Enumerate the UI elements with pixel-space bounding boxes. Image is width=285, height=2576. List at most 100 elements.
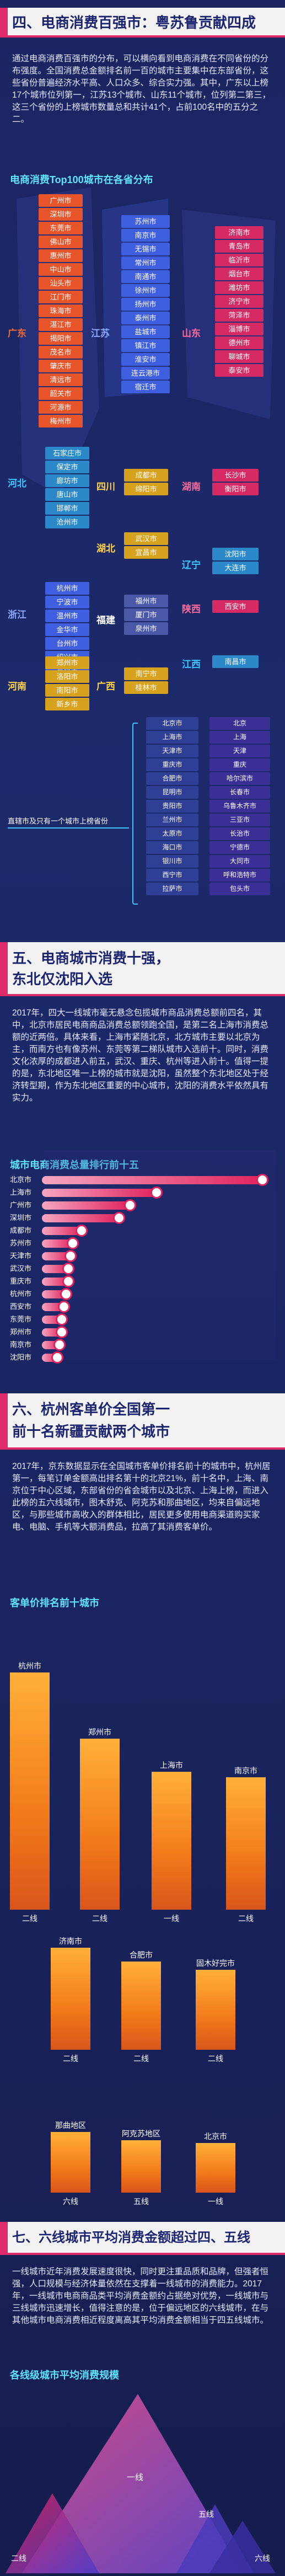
- section-5-header: 五、电商城市消费十强， 东北仅沈阳入选: [0, 942, 285, 996]
- bar-0: [42, 1176, 262, 1184]
- city-jiangsu-8: 盐城市: [121, 325, 170, 338]
- bar-dot-13: [53, 1339, 66, 1351]
- bar-7: [42, 1265, 68, 1273]
- city-zhejiang-3: 金华市: [45, 623, 89, 636]
- bar-row-10: 西安市: [10, 1301, 275, 1313]
- tier-shape-1: [22, 2394, 243, 2573]
- tier-shape-2: [6, 2493, 99, 2573]
- bar-dot-6: [64, 1250, 77, 1262]
- city-guangdong-14: 韶关市: [39, 387, 83, 400]
- column-label-8: 阿克苏地区: [122, 2129, 160, 2138]
- province-label-guangdong: 广东: [8, 328, 26, 339]
- bar-row-2: 广州市: [10, 1199, 275, 1211]
- column-label-6: 固木好完市: [196, 1959, 235, 1968]
- bar-dot-14: [51, 1351, 63, 1364]
- city-hubei-0: 武汉市: [124, 532, 168, 545]
- section-4-text: 通过电商消费百强市的分布，可以横向看到电商消费在不同省份的分布强度。全国消费总金…: [12, 54, 271, 124]
- single-city-0-2: 天津市: [146, 745, 198, 757]
- single-city-0-12: 拉萨市: [146, 883, 198, 895]
- city-hubei-1: 宜昌市: [124, 546, 168, 559]
- city-jiangsu-9: 镇江市: [121, 339, 170, 352]
- city-shandong-10: 泰安市: [215, 364, 264, 377]
- city-guangdong-16: 梅州市: [39, 415, 83, 427]
- section-5-title-line1: 五、电商城市消费十强，: [12, 950, 170, 966]
- city-henan-1: 洛阳市: [45, 670, 89, 683]
- city-hebei-3: 唐山市: [45, 488, 89, 501]
- city-jiangsu-4: 南通市: [121, 270, 170, 283]
- cities-guangxi: 南宁市 桂林市: [124, 667, 168, 695]
- tier-label-5: 五线: [198, 2510, 214, 2519]
- city-guangxi-1: 桂林市: [124, 681, 168, 694]
- bar-dot-10: [58, 1301, 70, 1313]
- single-city-1-11: 呼和浩特市: [209, 869, 270, 881]
- single-city-0-6: 贵阳市: [146, 800, 198, 813]
- column-tier-9: 一线: [208, 2197, 223, 2206]
- city-jiangsu-10: 淮安市: [121, 353, 170, 366]
- bar-label-10: 西安市: [10, 1302, 32, 1311]
- cities-jiangxi: 南昌市: [212, 655, 259, 669]
- bar-row-3: 深圳市: [10, 1212, 275, 1224]
- single-city-1-4: 哈尔滨市: [209, 772, 270, 785]
- city-guangdong-9: 湛江市: [39, 318, 83, 331]
- column-tier-5: 二线: [133, 2054, 149, 2063]
- single-city-1-0: 北京: [209, 717, 270, 730]
- single-city-0-5: 昆明市: [146, 786, 198, 799]
- bar-row-14: 沈阳市: [10, 1351, 275, 1364]
- city-shandong-3: 烟台市: [215, 268, 264, 280]
- bar-row-9: 杭州市: [10, 1288, 275, 1300]
- column-label-9: 北京市: [204, 2132, 227, 2141]
- bar-dot-7: [62, 1263, 74, 1275]
- single-city-1-7: 三亚市: [209, 814, 270, 826]
- bar-2: [42, 1201, 130, 1210]
- bar-5: [42, 1239, 73, 1248]
- section-4-map-title: 电商消费Top100城市在各省分布: [10, 174, 153, 185]
- section-6-header: 六、杭州客单价全国第一 前十名新疆贡献两个城市: [0, 1393, 285, 1450]
- bar-1: [42, 1189, 157, 1197]
- single-city-0-1: 上海市: [146, 731, 198, 744]
- province-label-liaoning: 辽宁: [182, 560, 201, 570]
- city-shandong-1: 青岛市: [215, 240, 264, 253]
- city-guangdong-1: 深圳市: [39, 208, 83, 221]
- bar-row-8: 重庆市: [10, 1275, 275, 1287]
- column-tier-0: 二线: [22, 1914, 37, 1923]
- column-label-5: 合肥市: [130, 1950, 153, 1959]
- city-jiangsu-0: 苏州市: [121, 215, 170, 228]
- column-8: [121, 2140, 161, 2193]
- city-sichuan-1: 绵阳市: [124, 483, 168, 495]
- bar-label-9: 杭州市: [10, 1290, 32, 1298]
- city-guangdong-3: 佛山市: [39, 236, 83, 248]
- single-cities-label: 直辖市及只有一个城市上榜省份: [8, 817, 109, 825]
- cities-hunan: 长沙市 衡阳市: [212, 469, 259, 496]
- city-henan-2: 南阳市: [45, 684, 89, 697]
- city-shandong-5: 济宁市: [215, 295, 264, 308]
- cities-shandong: 济南市 青岛市 临沂市 烟台市 潍坊市 济宁市 菏泽市 淄博市 德州市 聊城市 泰安市: [215, 226, 264, 378]
- city-fujian-0: 福州市: [124, 595, 168, 607]
- city-henan-0: 郑州市: [45, 656, 89, 669]
- city-hebei-1: 保定市: [45, 461, 89, 473]
- single-city-1-8: 长治市: [209, 827, 270, 840]
- single-city-1-1: 上海: [209, 731, 270, 744]
- city-shandong-4: 潍坊市: [215, 281, 264, 294]
- city-guangdong-11: 茂名市: [39, 346, 83, 359]
- section-6-title-line1: 六、杭州客单价全国第一: [12, 1401, 170, 1418]
- city-jiangsu-5: 徐州市: [121, 284, 170, 297]
- bar-row-7: 武汉市: [10, 1263, 275, 1275]
- city-guangdong-6: 汕头市: [39, 277, 83, 290]
- column-9: [196, 2143, 235, 2193]
- city-zhejiang-1: 宁波市: [45, 596, 89, 608]
- bar-label-4: 成都市: [10, 1226, 32, 1234]
- city-jiangsu-1: 南京市: [121, 229, 170, 242]
- city-zhejiang-4: 台州市: [45, 637, 89, 650]
- column-1: [80, 1739, 120, 1910]
- column-5: [121, 1962, 161, 2050]
- city-sichuan-0: 成都市: [124, 469, 168, 482]
- column-label-4: 济南市: [59, 1937, 82, 1946]
- city-guangdong-15: 河源市: [39, 401, 83, 414]
- column-tier-3: 二线: [238, 1914, 254, 1923]
- city-jiangsu-2: 无锡市: [121, 243, 170, 255]
- column-tier-6: 二线: [208, 2054, 223, 2063]
- province-label-zhejiang: 浙江: [8, 610, 26, 620]
- column-tier-7: 六线: [63, 2197, 78, 2206]
- column-7: [51, 2132, 90, 2193]
